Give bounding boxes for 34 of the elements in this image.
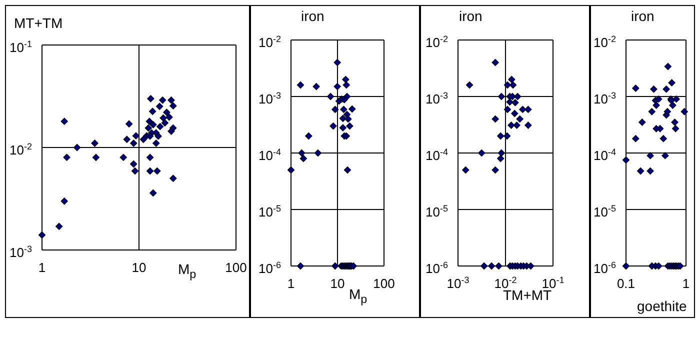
x-tick-label: 1 — [682, 276, 690, 291]
y-tick-label: 10$^{-4}$ — [258, 147, 281, 163]
y-tick-label: 10$^{-3}$ — [594, 90, 616, 106]
y-tick-label: 10$^{-5}$ — [426, 204, 448, 220]
y-tick-label: 10$^{-4}$ — [426, 147, 448, 163]
y-tick-label: 10$^{-3}$ — [258, 90, 281, 106]
y-tick-label: 10$^{-5}$ — [594, 204, 616, 220]
x-axis-title: goethite — [637, 298, 687, 314]
y-tick-label: 10$^{-2}$ — [10, 142, 32, 158]
x-axis-title: M$_{p}$ — [178, 261, 196, 281]
chart-title: iron — [631, 8, 654, 24]
x-tick-label: 10 — [330, 276, 345, 291]
y-tick-label: 10$^{-3}$ — [10, 244, 32, 260]
x-tick-label: 1 — [287, 276, 295, 291]
y-tick-label: 10$^{-2}$ — [258, 34, 281, 50]
y-tick-label: 10$^{-3}$ — [426, 90, 448, 106]
y-tick-label: 10$^{-5}$ — [258, 204, 281, 220]
y-tick-label: 10$^{-2}$ — [426, 34, 448, 50]
x-tick-label: 100 — [225, 260, 247, 275]
x-tick-label: 1 — [38, 260, 46, 275]
y-tick-label: 10$^{-2}$ — [594, 34, 616, 50]
chart-title: iron — [301, 8, 324, 24]
y-tick-label: 10$^{-6}$ — [258, 260, 281, 276]
y-tick-label: 10$^{-6}$ — [426, 260, 448, 276]
x-tick-label: 10$^{-3}$ — [446, 275, 470, 291]
y-tick-label: 10$^{-6}$ — [594, 260, 616, 276]
x-axis-title: M$_{p}$ — [349, 286, 368, 306]
chart-title: iron — [459, 8, 482, 24]
chart-title: MT+TM — [14, 15, 63, 31]
y-tick-label: 10$^{-1}$ — [10, 39, 32, 55]
x-tick-label: 10 — [132, 260, 146, 275]
x-tick-label: 100 — [373, 276, 395, 291]
y-tick-label: 10$^{-4}$ — [594, 147, 616, 163]
x-tick-label: 0.1 — [616, 276, 636, 291]
